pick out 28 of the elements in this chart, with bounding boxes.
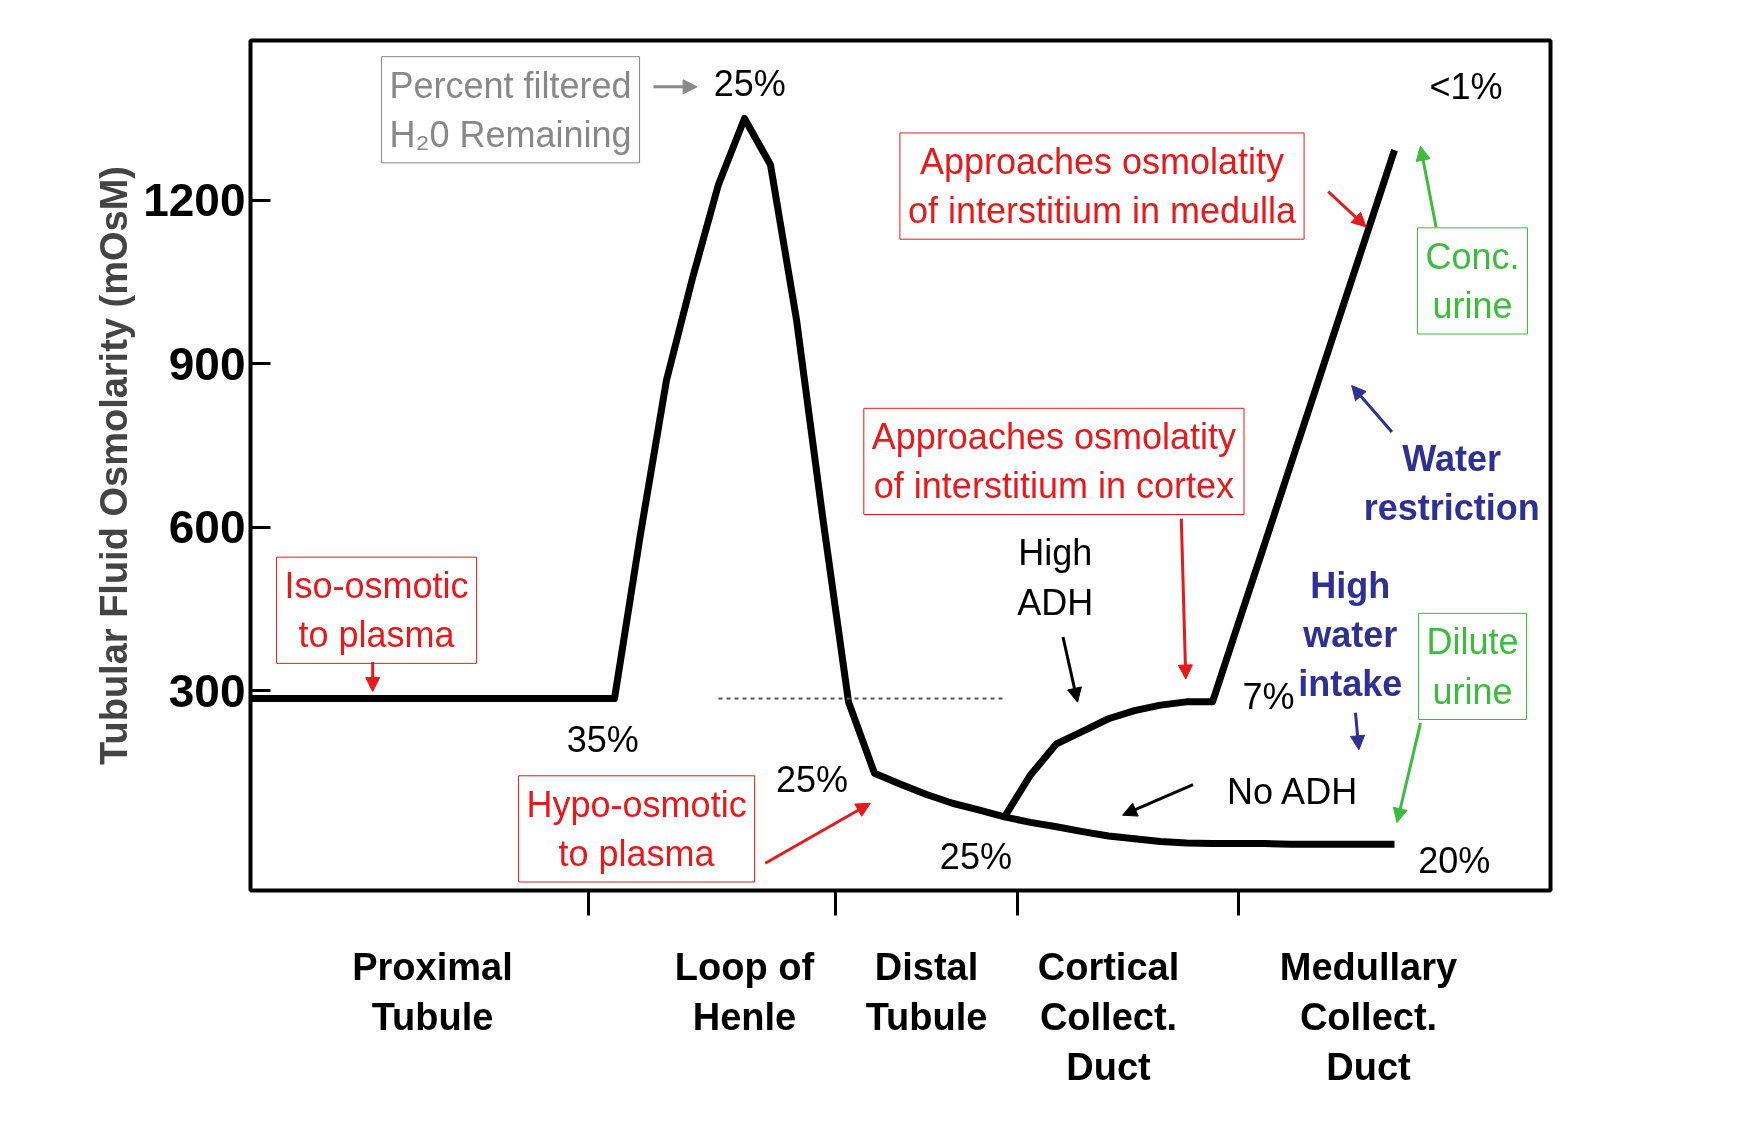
annotation: Approaches osmolatity of interstitium in cortex [871,416,1236,507]
annotation: Water restriction [1363,437,1540,528]
annotation: Approaches osmolatity of interstitium in medulla [907,140,1298,232]
x-tick-label: Proximal Tubule [352,945,513,1038]
annotation: No ADH [1227,770,1358,812]
annotation: 20% [1418,840,1491,882]
y-tick-label: 600 [168,501,246,554]
annotation: Dilute urine [1426,621,1519,712]
annotation: 7% [1242,675,1295,717]
annotation: Percent filtered H₂0 Remaining [389,64,632,155]
annotation: High water intake [1298,565,1403,705]
annotation: 25% [776,758,849,800]
annotation: High ADH [1017,532,1094,623]
annotation: 35% [566,718,639,760]
annotation: Hypo-osmotic to plasma [526,783,747,874]
annotation: Conc. urine [1425,235,1520,327]
y-axis-title: Tubular Fluid Osmolarity (mOsM) [93,166,136,765]
x-tick-label: Cortical Collect. Duct [1037,945,1180,1089]
y-tick-label: 1200 [143,174,246,227]
y-tick-label: 900 [168,337,246,390]
annotation: 25% [713,63,786,105]
x-tick-label: Distal Tubule [865,945,988,1038]
annotation: <1% [1429,66,1503,108]
annotation: 25% [939,835,1012,877]
annotation: Iso-osmotic to plasma [284,565,469,656]
x-tick-label: Medullary Collect. Duct [1279,945,1458,1089]
y-tick-label: 300 [168,664,246,717]
x-tick-label: Loop of Henle [674,945,815,1038]
